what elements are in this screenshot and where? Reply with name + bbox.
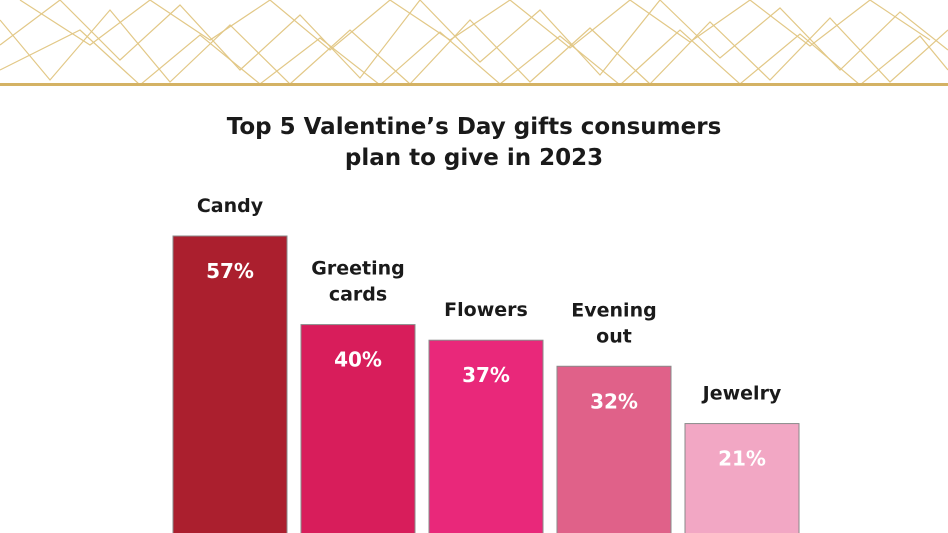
bar-greeting-cards (300, 324, 416, 533)
chart-title: Top 5 Valentine’s Day gifts consumers pl… (0, 112, 948, 174)
category-label: Candy (197, 195, 264, 217)
chart-title-line-1: Top 5 Valentine’s Day gifts consumers (226, 114, 722, 140)
category-label: Evening (571, 299, 656, 321)
bar-evening-out (556, 365, 672, 533)
bar-value-label: 37% (462, 363, 510, 387)
category-label: Jewelry (701, 383, 782, 405)
decorative-geometric-banner (0, 0, 948, 86)
chart-title-line-2: plan to give in 2023 (344, 145, 604, 171)
bar-candy (172, 235, 288, 533)
bar-value-label: 57% (206, 259, 254, 283)
bar-jewelry (684, 423, 800, 533)
category-label: cards (329, 284, 387, 306)
category-label: out (596, 325, 632, 347)
bar-value-label: 40% (334, 348, 382, 372)
bar-value-label: 32% (590, 389, 638, 413)
bar-flowers (428, 339, 544, 533)
category-label: Flowers (444, 299, 528, 321)
bar-value-label: 21% (718, 447, 766, 471)
category-label: Greeting (311, 258, 404, 280)
